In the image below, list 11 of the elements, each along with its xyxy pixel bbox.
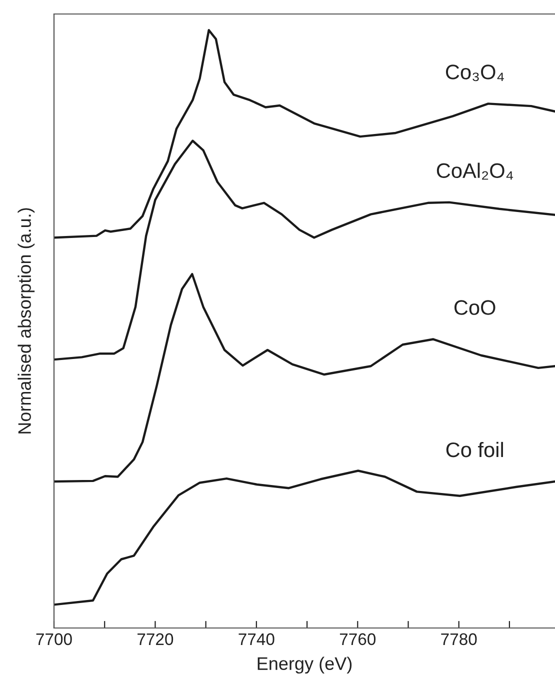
series-label: CoO (454, 300, 496, 315)
x-tick-label: 7740 (238, 633, 274, 646)
series-label: Co₃O₄ (446, 64, 504, 82)
series-label: Co foil (446, 442, 503, 458)
x-tick-label: 7720 (138, 633, 174, 646)
x-tick-label: 7760 (340, 633, 376, 646)
x-tick-label: 7700 (36, 633, 72, 646)
x-tick-label: 7780 (441, 633, 477, 646)
y-axis-title: Normalised absorption (a.u.) (18, 208, 35, 434)
series-label: CoAl₂O₄ (436, 162, 514, 180)
x-axis-title: Energy (eV) (258, 656, 352, 674)
